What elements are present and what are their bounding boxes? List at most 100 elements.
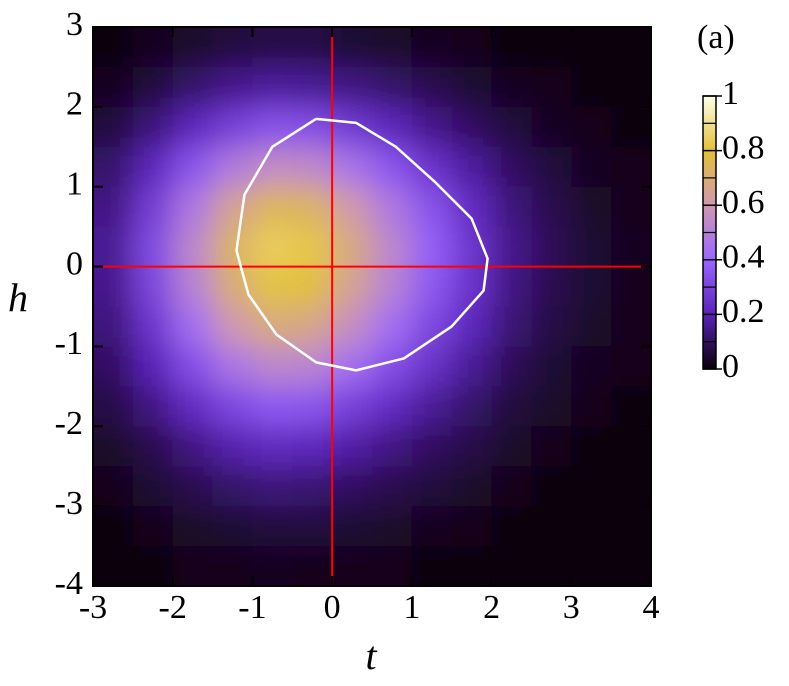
heatmap-cell — [611, 546, 651, 586]
heatmap-cell — [332, 426, 373, 467]
heatmap-cell — [372, 27, 413, 68]
heatmap-cell — [292, 546, 333, 586]
x-tick-label: -1 — [238, 589, 266, 626]
heatmap-cell — [252, 226, 293, 268]
heatmap-cell — [451, 106, 493, 148]
heatmap-cell — [372, 146, 413, 188]
heatmap-cell — [212, 27, 253, 68]
heatmap-cell — [172, 27, 214, 68]
heatmap-cell — [212, 106, 253, 148]
heatmap-cell — [292, 346, 333, 387]
heatmap-cell — [292, 506, 333, 547]
heatmap-cell — [372, 226, 413, 268]
x-tick-label: -2 — [159, 589, 187, 626]
heatmap-cell — [491, 146, 532, 188]
heatmap-cell — [531, 466, 572, 507]
heatmap-cell — [491, 506, 532, 547]
heatmap-cell — [571, 266, 612, 307]
heatmap-cell — [372, 266, 413, 307]
colorbar-tick-label: 0.6 — [722, 184, 765, 221]
heatmap-cell — [132, 106, 174, 148]
heatmap-cell — [571, 386, 612, 427]
heatmap-cell — [172, 306, 214, 347]
heatmap-cell — [292, 266, 333, 307]
heatmap-cell — [93, 266, 134, 307]
heatmap-cell — [571, 106, 612, 148]
heatmap-cell — [611, 306, 651, 347]
heatmap-cell — [252, 386, 293, 427]
heatmap-cell — [212, 306, 253, 347]
heatmap-cell — [611, 106, 651, 148]
heatmap-cell — [252, 426, 293, 467]
heatmap-cell — [611, 426, 651, 467]
heatmap-cell — [611, 186, 651, 228]
heatmap-cell — [252, 266, 293, 307]
heatmap-cell — [172, 386, 214, 427]
heatmap-cell — [252, 346, 293, 387]
heatmap-cell — [571, 306, 612, 347]
heatmap-cell — [491, 346, 532, 387]
heatmap-cell — [332, 386, 373, 427]
heatmap-cell — [212, 546, 253, 586]
heatmap-cell — [611, 27, 651, 68]
heatmap-cell — [372, 546, 413, 586]
heatmap-cell — [93, 466, 134, 507]
heatmap-cell — [172, 346, 214, 387]
heatmap-cell — [93, 146, 134, 188]
heatmap-cell — [531, 66, 572, 108]
heatmap-cell — [93, 306, 134, 347]
heatmap-cell — [372, 106, 413, 148]
heatmap-cell — [93, 546, 134, 586]
x-tick-label: 3 — [563, 589, 580, 626]
y-tick-label: -3 — [55, 485, 83, 522]
heatmap-cell — [571, 226, 612, 268]
heatmap-cell — [571, 66, 612, 108]
y-tick-label: 1 — [66, 166, 83, 203]
colorbar-tick-label: 0.8 — [722, 129, 765, 166]
y-tick-label: 2 — [66, 86, 83, 123]
heatmap-cell — [372, 506, 413, 547]
heatmap-cell — [332, 226, 373, 268]
heatmap-cell — [132, 226, 174, 268]
heatmap-cell — [93, 27, 134, 68]
contour-line — [235, 117, 489, 372]
heatmap-cell — [531, 346, 572, 387]
heatmap-cell — [292, 27, 333, 68]
heatmap-cell — [212, 426, 253, 467]
heatmap-cell — [571, 426, 612, 467]
heatmap-cell — [172, 266, 214, 307]
heatmap-cell — [132, 306, 174, 347]
heatmap-cell — [531, 27, 572, 68]
heatmap-cell — [451, 226, 493, 268]
heatmap-cell — [132, 146, 174, 188]
heatmap-cell — [411, 266, 453, 307]
heatmap-cell — [372, 386, 413, 427]
heatmap-cell — [172, 186, 214, 228]
heatmap-cell — [292, 146, 333, 188]
y-tick-label: -2 — [55, 405, 83, 442]
x-tick-label: 2 — [483, 589, 500, 626]
heatmap-cell — [172, 506, 214, 547]
heatmap-cell — [491, 186, 532, 228]
heatmap-cell — [172, 546, 214, 586]
heatmap-cell — [571, 546, 612, 586]
heatmap-cell — [212, 506, 253, 547]
heatmap-cell — [332, 306, 373, 347]
heatmap-cell — [571, 466, 612, 507]
heatmap-cell — [451, 506, 493, 547]
x-tick-label: 1 — [403, 589, 420, 626]
heatmap-cell — [292, 426, 333, 467]
heatmap-cell — [611, 466, 651, 507]
heatmap-cell — [491, 27, 532, 68]
heatmap-cell — [411, 226, 453, 268]
heatmap-cell — [132, 66, 174, 108]
heatmap-cell — [332, 506, 373, 547]
heatmap-cell — [372, 186, 413, 228]
heatmap-cell — [491, 466, 532, 507]
heatmap-cell — [93, 506, 134, 547]
heatmap-cell — [451, 146, 493, 188]
heatmap-cell — [491, 266, 532, 307]
heatmap-cell — [292, 186, 333, 228]
heatmap-cell — [611, 346, 651, 387]
heatmap-cell — [132, 346, 174, 387]
